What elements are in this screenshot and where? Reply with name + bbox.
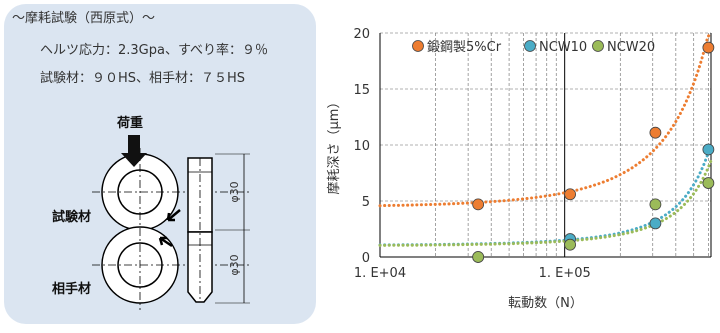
- data-point: [472, 251, 485, 263]
- panel-line: 試験材：９０HS、相手材：７５HS: [40, 70, 245, 86]
- panel-line: ヘルツ応力：2.3Gpa、すべり率：９％: [40, 42, 268, 58]
- trend-line: [378, 159, 713, 247]
- test-label: 試験材: [52, 209, 91, 225]
- x-tick-label: 1. E+05: [539, 266, 591, 281]
- dim-label: φ30: [228, 254, 241, 275]
- chart: 0 5 10 15 20 1. E+04 1. E+05 転動数（N） 摩耗深さ（μm） 鍛鋼製5…: [326, 27, 715, 311]
- data-point: [649, 217, 662, 230]
- panel-title: ～摩耗試験（西原式）～: [12, 10, 155, 26]
- data-point: [649, 198, 662, 211]
- legend-marker: [412, 40, 424, 52]
- data-point: [649, 126, 662, 139]
- x-axis-label: 転動数（N）: [508, 296, 583, 311]
- rotation-arrows: [158, 209, 181, 248]
- legend-marker: [524, 40, 536, 52]
- data-point: [472, 198, 485, 211]
- x-tick-label: 1. E+04: [354, 266, 406, 281]
- partner-label: 相手材: [52, 281, 91, 297]
- y-tick-label: 10: [353, 139, 370, 154]
- y-tick-label: 0: [362, 251, 370, 266]
- load-arrow: [121, 135, 147, 167]
- load-label: 荷重: [116, 115, 143, 131]
- legend-label: NCW20: [607, 40, 655, 55]
- legend-label: NCW10: [539, 40, 587, 55]
- data-point: [702, 41, 715, 54]
- y-tick-label: 5: [362, 195, 370, 210]
- diagram: [92, 148, 250, 310]
- trend-line: [378, 31, 713, 208]
- y-tick-label: 20: [353, 27, 370, 42]
- data-point: [702, 177, 715, 189]
- data-point: [702, 143, 715, 156]
- dim-label: φ30: [228, 181, 241, 202]
- y-axis-label: 摩耗深さ（μm）: [326, 96, 342, 195]
- legend-label: 鍛鋼製5%Cr: [427, 40, 502, 55]
- data-point: [564, 188, 576, 201]
- legend-marker: [592, 40, 604, 52]
- y-tick-label: 15: [353, 83, 370, 98]
- data-point: [564, 238, 576, 251]
